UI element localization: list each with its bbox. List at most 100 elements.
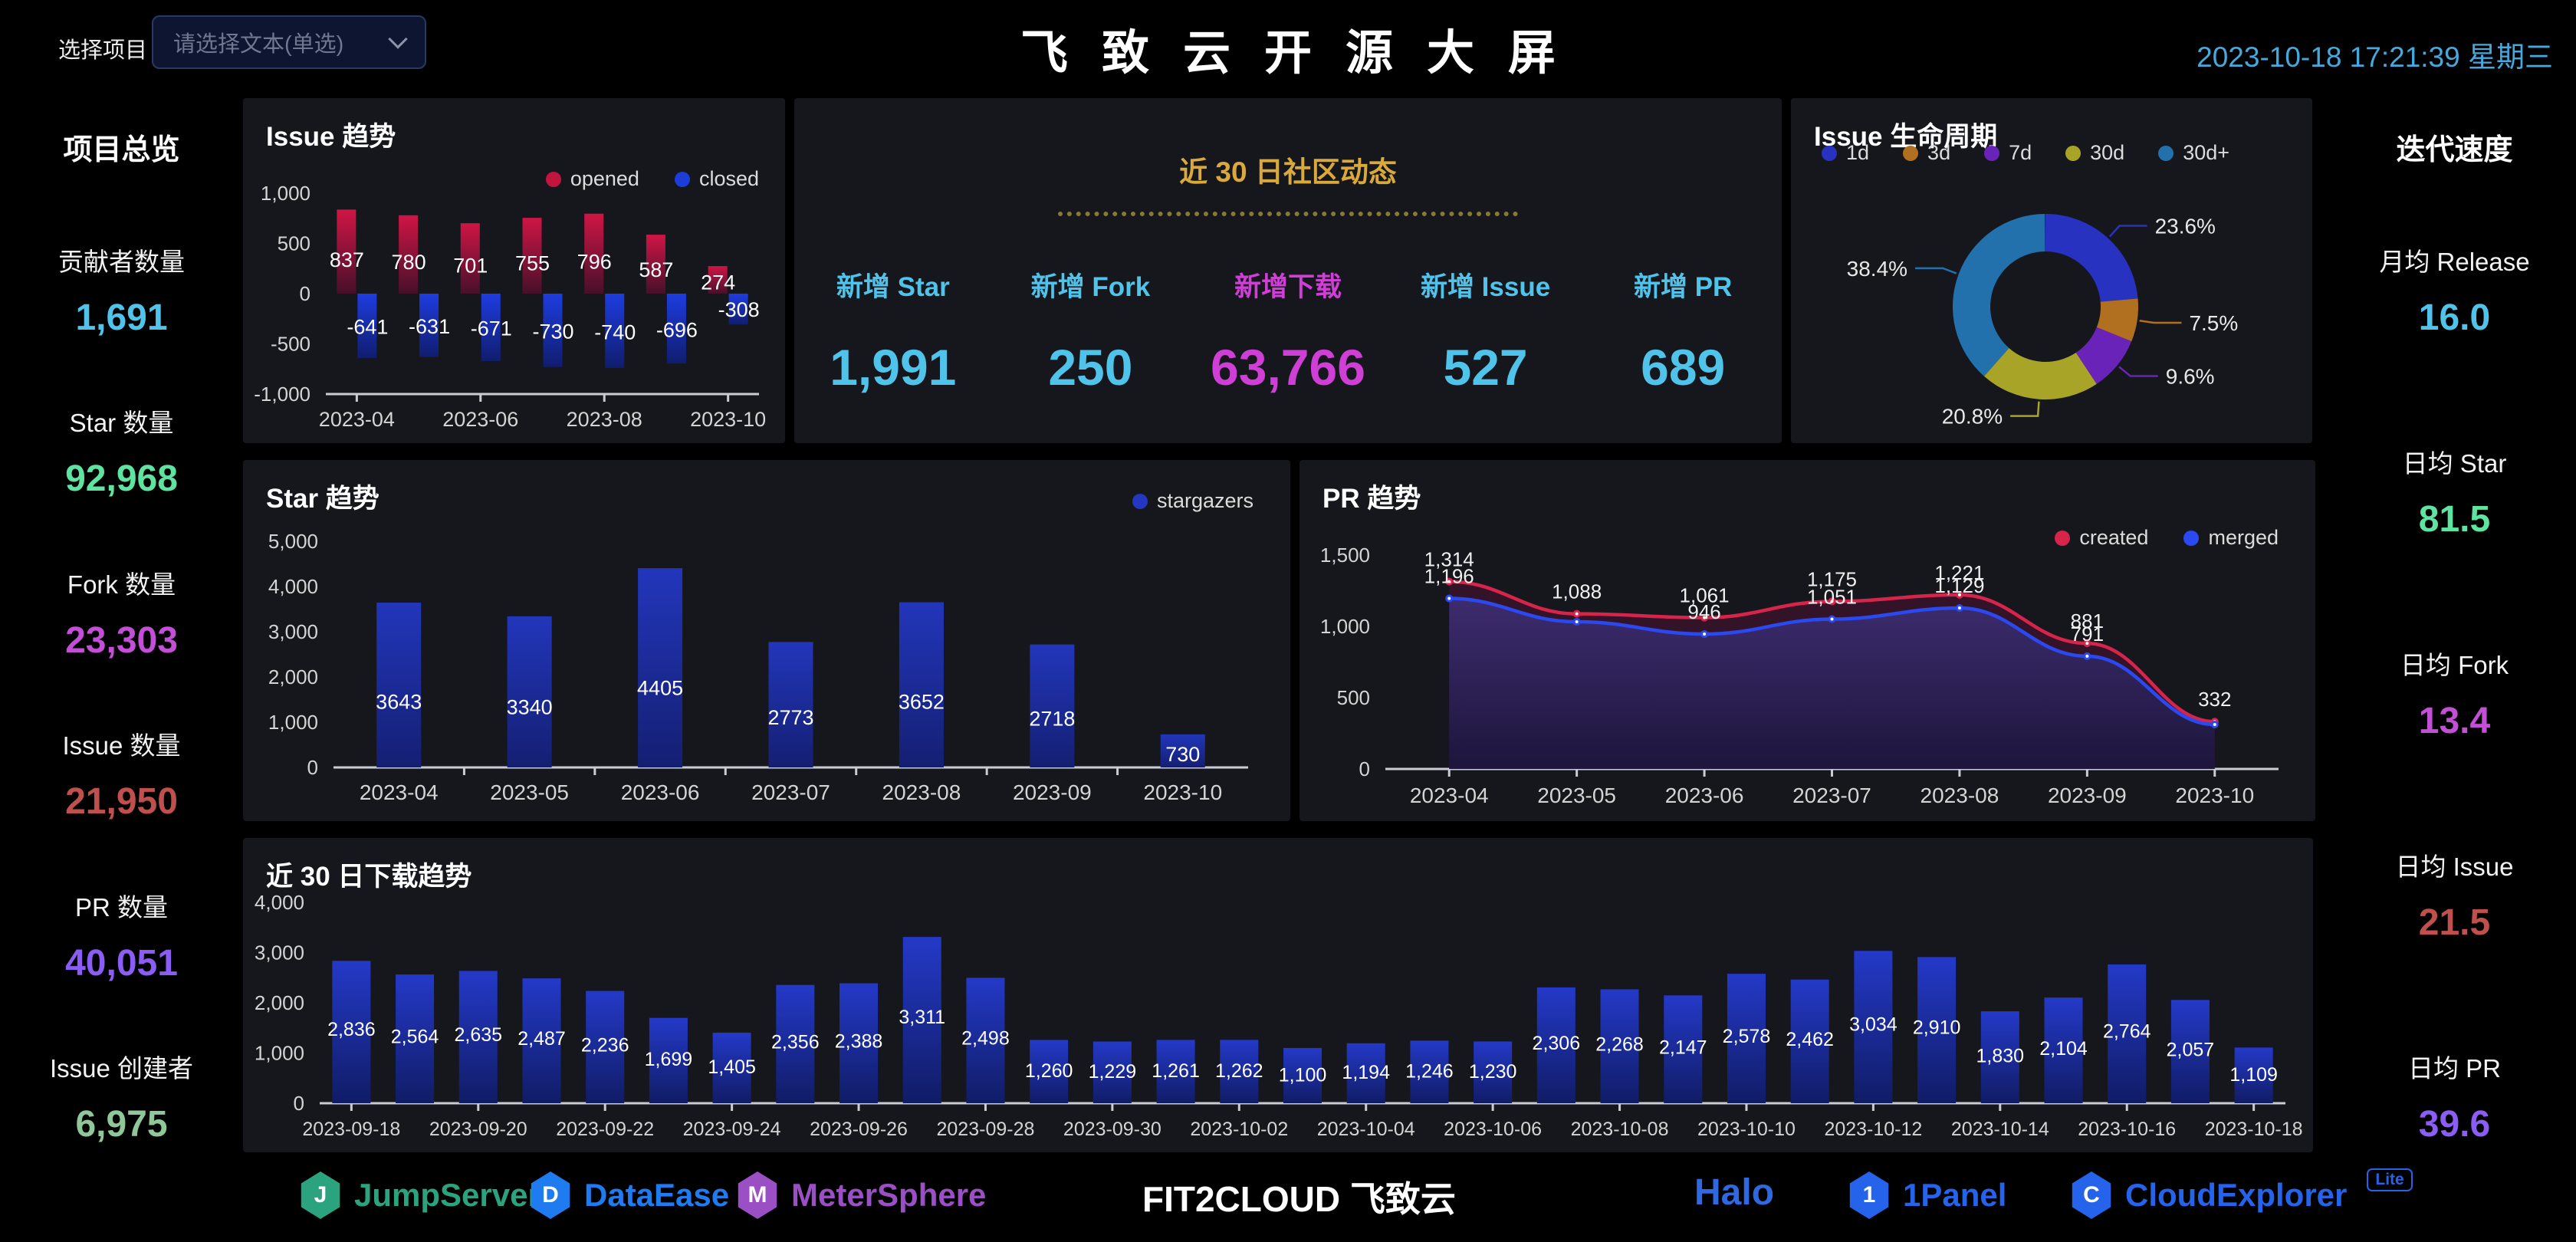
- svg-text:9.6%: 9.6%: [2166, 364, 2215, 388]
- stat-contributors: 贡献者数量 1,691: [58, 248, 185, 338]
- pr-trend-panel: PR 趋势 created merged 1,500 1,000 500 0 1,314 1…: [1300, 460, 2315, 821]
- svg-text:755: 755: [515, 251, 550, 274]
- legend-dot: [1132, 493, 1148, 509]
- svg-text:2,764: 2,764: [2103, 1021, 2151, 1043]
- svg-text:1,000: 1,000: [261, 182, 310, 205]
- svg-text:730: 730: [1165, 743, 1200, 766]
- svg-text:5,000: 5,000: [268, 530, 318, 553]
- legend-item-7d[interactable]: 7d: [1984, 141, 2032, 165]
- svg-text:4,000: 4,000: [255, 891, 304, 914]
- legend-dot: [2065, 145, 2082, 161]
- iteration-speed-sidebar: 迭代速度 月均 Release 16.0 日均 Star 81.5 日均 For…: [2333, 98, 2576, 1158]
- svg-text:1,196: 1,196: [1424, 565, 1474, 588]
- svg-text:2023-10-12: 2023-10-12: [1824, 1119, 1922, 1140]
- svg-text:20.8%: 20.8%: [1942, 405, 2003, 429]
- svg-text:4405: 4405: [637, 676, 683, 699]
- svg-text:1,261: 1,261: [1152, 1060, 1200, 1082]
- stat-daily-issue: 日均 Issue 21.5: [2395, 853, 2514, 943]
- downloads-trend-panel: 近 30 日下载趋势 4,000 3,000 2,000 1,000 0 2,836 202…: [243, 838, 2313, 1152]
- panel-title: PR 趋势: [1322, 484, 1421, 514]
- svg-text:2023-10-06: 2023-10-06: [1444, 1119, 1542, 1140]
- svg-text:2,635: 2,635: [454, 1024, 502, 1046]
- brand-fit2cloud: FIT2CLOUD 飞致云: [1142, 1179, 1456, 1219]
- legend-item-created[interactable]: created: [2055, 526, 2148, 550]
- legend-item-merged[interactable]: merged: [2183, 526, 2279, 550]
- svg-text:2,306: 2,306: [1533, 1033, 1581, 1054]
- svg-text:2,564: 2,564: [391, 1026, 439, 1047]
- svg-text:38.4%: 38.4%: [1847, 257, 1907, 281]
- 1panel-logo-icon: 1: [1849, 1171, 1889, 1219]
- svg-text:946: 946: [1687, 600, 1720, 623]
- svg-text:2,388: 2,388: [835, 1030, 883, 1052]
- svg-text:2023-10-02: 2023-10-02: [1190, 1119, 1288, 1140]
- svg-text:1,088: 1,088: [1552, 580, 1602, 603]
- project-select[interactable]: 请选择文本(单选): [152, 15, 426, 69]
- svg-text:881: 881: [2071, 610, 2104, 632]
- svg-text:3643: 3643: [376, 690, 422, 713]
- svg-text:-631: -631: [409, 315, 450, 338]
- svg-text:3,311: 3,311: [899, 1007, 945, 1028]
- legend-item-closed[interactable]: closed: [674, 167, 759, 191]
- svg-text:2023-04: 2023-04: [1410, 784, 1489, 807]
- svg-text:1,314: 1,314: [1424, 548, 1474, 571]
- sidebar-title: 迭代速度: [2396, 134, 2513, 166]
- stat-daily-star: 日均 Star 81.5: [2402, 449, 2507, 540]
- legend-item-3d[interactable]: 3d: [1903, 141, 1950, 165]
- svg-text:2023-10-04: 2023-10-04: [1317, 1119, 1415, 1140]
- svg-text:2023-07: 2023-07: [1792, 784, 1871, 807]
- sidebar-stats: 月均 Release 16.0 日均 Star 81.5 日均 Fork 13.…: [2333, 242, 2576, 1145]
- legend-item-stargazers[interactable]: stargazers: [1132, 489, 1254, 513]
- legend-item-1d[interactable]: 1d: [1822, 141, 1869, 165]
- cloudexplorer-logo-icon: C: [2072, 1171, 2111, 1219]
- svg-text:2023-10-14: 2023-10-14: [1951, 1119, 2049, 1140]
- legend-dot: [1822, 145, 1837, 161]
- svg-text:2023-09-30: 2023-09-30: [1063, 1119, 1162, 1140]
- jumpserver-logo-icon: J: [301, 1171, 340, 1219]
- svg-text:2023-07: 2023-07: [751, 780, 830, 804]
- svg-text:1,175: 1,175: [1807, 567, 1857, 590]
- stat-daily-pr: 日均 PR 39.6: [2407, 1054, 2501, 1145]
- svg-text:2023-06: 2023-06: [1665, 784, 1744, 807]
- issue-trend-chart: 1,000 500 0 -500 -1,000 837 -641 2023-04 780 -631…: [254, 182, 766, 431]
- stat-issues: Issue 数量 21,950: [62, 731, 181, 823]
- svg-text:1,699: 1,699: [645, 1049, 693, 1070]
- legend-item-30d[interactable]: 30d: [2065, 141, 2124, 165]
- sidebar-stats: 贡献者数量 1,691 Star 数量 92,968 Fork 数量 23,30…: [0, 242, 243, 1145]
- svg-text:274: 274: [701, 271, 735, 294]
- legend-item-30d+[interactable]: 30d+: [2158, 141, 2229, 165]
- dataease-logo-icon: D: [531, 1171, 570, 1219]
- legend-dot: [2158, 145, 2174, 161]
- svg-text:701: 701: [453, 254, 488, 277]
- svg-text:-500: -500: [271, 333, 310, 356]
- svg-text:2023-08: 2023-08: [567, 408, 642, 431]
- issue-trend-panel: Issue 趋势 opened closed 1,000 500 0 -500 -1,00…: [243, 98, 785, 443]
- svg-text:2023-05: 2023-05: [490, 780, 569, 804]
- svg-text:1,129: 1,129: [1934, 574, 1984, 597]
- community-title: 近 30 日社区动态: [1179, 156, 1397, 188]
- svg-text:-308: -308: [718, 298, 760, 321]
- svg-text:2023-06: 2023-06: [621, 780, 700, 804]
- svg-text:1,194: 1,194: [1342, 1062, 1390, 1083]
- star-trend-panel: Star 趋势 stargazers 5,000 4,000 3,000 2,000 1…: [243, 460, 1290, 821]
- brand-halo: Halo: [1694, 1172, 1775, 1213]
- brand-jumpserver: J JumpServer: [299, 1171, 540, 1219]
- brand-cloudexplorer: C CloudExplorer Lite: [2070, 1168, 2413, 1219]
- svg-text:2,462: 2,462: [1786, 1029, 1834, 1050]
- svg-text:2,578: 2,578: [1723, 1026, 1771, 1047]
- svg-text:2,000: 2,000: [268, 665, 318, 688]
- svg-text:2023-05: 2023-05: [1537, 784, 1616, 807]
- legend-item-opened[interactable]: opened: [545, 167, 639, 191]
- svg-text:1,000: 1,000: [268, 711, 318, 734]
- panel-title: Star 趋势: [266, 484, 380, 514]
- svg-text:2023-09-24: 2023-09-24: [683, 1119, 781, 1140]
- svg-text:2,268: 2,268: [1595, 1034, 1644, 1056]
- svg-text:2773: 2773: [767, 706, 813, 729]
- lifecycle-legend: 1d 3d 7d 30d 30d+: [1822, 141, 2229, 165]
- svg-text:2023-08: 2023-08: [1921, 784, 1999, 807]
- svg-text:796: 796: [577, 250, 612, 273]
- stat-stars: Star 数量 92,968: [65, 409, 178, 500]
- svg-text:500: 500: [278, 232, 310, 255]
- svg-text:1,061: 1,061: [1680, 584, 1730, 607]
- svg-text:2023-09-20: 2023-09-20: [429, 1119, 527, 1140]
- svg-text:2,236: 2,236: [581, 1035, 629, 1056]
